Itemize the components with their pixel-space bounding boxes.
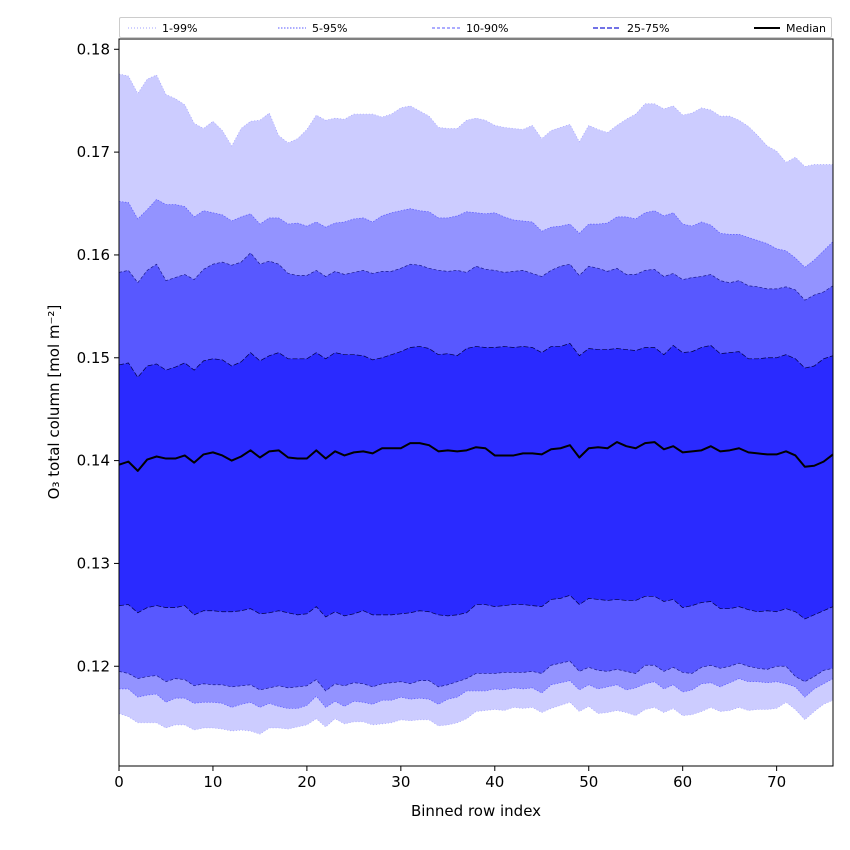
x-tick-label: 20 bbox=[297, 773, 316, 791]
band-lower-line-5-95 bbox=[119, 678, 834, 709]
y-tick-label: 0.15 bbox=[77, 349, 110, 367]
y-tick-label: 0.16 bbox=[77, 246, 110, 264]
band-lower-line-25-75 bbox=[118, 594, 834, 620]
x-tick-label: 0 bbox=[114, 773, 124, 791]
median-line bbox=[118, 441, 834, 472]
x-tick-label: 70 bbox=[767, 773, 786, 791]
x-tick-label: 50 bbox=[579, 773, 598, 791]
y-axis-ticks: 0.12 0.13 0.14 0.15 0.16 0.17 0.18 bbox=[77, 40, 119, 675]
legend-label-median: Median bbox=[786, 21, 827, 35]
legend-label-10-90: 10-90% bbox=[466, 21, 509, 35]
x-tick-label: 30 bbox=[391, 773, 410, 791]
band-upper-line-5-95 bbox=[118, 198, 834, 268]
x-axis-ticks: 0 10 20 30 40 50 60 70 bbox=[114, 766, 786, 791]
legend-label-5-95: 5-95% bbox=[312, 21, 348, 35]
y-tick-label: 0.13 bbox=[77, 554, 110, 572]
band-upper-line-10-90 bbox=[118, 252, 834, 301]
legend-swatch-1-99 bbox=[128, 27, 156, 29]
x-tick-label: 60 bbox=[673, 773, 692, 791]
legend-item-1-99: 1-99% bbox=[128, 21, 197, 35]
band-layer bbox=[118, 73, 834, 735]
legend-label-25-75: 25-75% bbox=[627, 21, 670, 35]
y-tick-label: 0.18 bbox=[77, 40, 110, 58]
x-tick-label: 10 bbox=[203, 773, 222, 791]
y-tick-label: 0.14 bbox=[77, 452, 110, 470]
band-lower-line-10-90 bbox=[118, 660, 834, 692]
legend-swatch-25-75 bbox=[593, 27, 621, 29]
plot-frame bbox=[118, 38, 834, 767]
legend-item-5-95: 5-95% bbox=[278, 21, 347, 35]
legend-item-median: Median bbox=[754, 21, 826, 35]
legend-swatch-median bbox=[754, 27, 780, 29]
y-tick-label: 0.12 bbox=[77, 657, 110, 675]
legend-item-25-75: 25-75% bbox=[593, 21, 669, 35]
median-layer bbox=[118, 441, 834, 472]
legend: 1-99% 5-95% 10-90% 25-75% Median bbox=[119, 17, 832, 38]
y-tick-label: 0.17 bbox=[77, 143, 110, 161]
band-area-25-75 bbox=[119, 343, 833, 619]
legend-label-1-99: 1-99% bbox=[162, 21, 198, 35]
legend-item-10-90: 10-90% bbox=[432, 21, 508, 35]
legend-swatch-5-95 bbox=[278, 27, 306, 29]
x-tick-label: 40 bbox=[485, 773, 504, 791]
legend-swatch-10-90 bbox=[432, 27, 460, 29]
y-axis-label: O₃ total column [mol m⁻²] bbox=[45, 305, 63, 500]
x-axis-label: Binned row index bbox=[411, 802, 541, 820]
band-upper-line-25-75 bbox=[118, 342, 834, 378]
